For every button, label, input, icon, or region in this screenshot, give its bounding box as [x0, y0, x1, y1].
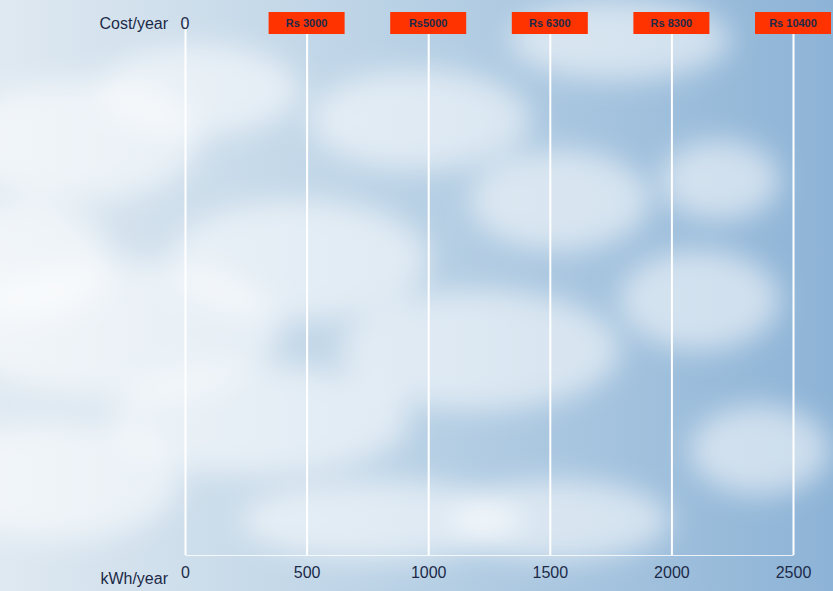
- data-label: Rs 6300: [529, 17, 571, 29]
- axis-line: [186, 555, 794, 556]
- data-label: Rs 3000: [286, 17, 328, 29]
- tick-label: 1500: [533, 564, 569, 581]
- cloud: [470, 150, 650, 250]
- clouds: [0, 0, 830, 560]
- cloud: [100, 45, 300, 135]
- tick: 0: [181, 22, 190, 581]
- tick: 2000: [654, 22, 690, 581]
- tick: 1500: [533, 22, 569, 581]
- grid-line: [185, 22, 187, 555]
- cloud: [170, 200, 430, 320]
- tick: 2500: [776, 22, 812, 581]
- tick-label: 500: [294, 564, 321, 581]
- chart: 0 500 1000 1500 2000 2500 kWh/year Cost/year 0 Rs…: [0, 0, 833, 591]
- data-label: Rs 10400: [769, 17, 817, 29]
- grid-line: [428, 22, 430, 555]
- tick-label: 1000: [411, 564, 447, 581]
- tick: 500: [294, 22, 321, 581]
- x-axis: 0 500 1000 1500 2000 2500: [181, 22, 811, 581]
- data-label: Rs 8300: [651, 17, 693, 29]
- cloud: [660, 140, 780, 220]
- data-label: Rs5000: [409, 17, 448, 29]
- cloud: [340, 290, 620, 410]
- data-label: 0: [181, 15, 190, 32]
- tick-label: 2000: [654, 564, 690, 581]
- cloud: [690, 405, 830, 495]
- y-axis-title: Cost/year: [100, 15, 169, 32]
- data-labels: 0 Rs 3000 Rs5000 Rs 6300 Rs 8300 Rs 10400: [181, 15, 817, 32]
- cost-box: [633, 12, 709, 34]
- cost-box: [512, 12, 588, 34]
- cost-box: [390, 12, 466, 34]
- x-axis-title: kWh/year: [100, 570, 168, 587]
- grid-line: [793, 22, 795, 555]
- cloud: [510, 0, 730, 80]
- cloud: [620, 250, 780, 350]
- tick-label: 0: [181, 564, 190, 581]
- cloud: [310, 70, 530, 170]
- cloud: [450, 480, 670, 560]
- marks: [269, 12, 831, 34]
- grid-line: [671, 22, 673, 555]
- cost-box: [269, 12, 345, 34]
- grid-line: [306, 22, 308, 555]
- tick: 1000: [411, 22, 447, 581]
- cost-box: [755, 12, 831, 34]
- grid-line: [549, 22, 551, 555]
- cloud: [0, 200, 110, 320]
- tick-label: 2500: [776, 564, 812, 581]
